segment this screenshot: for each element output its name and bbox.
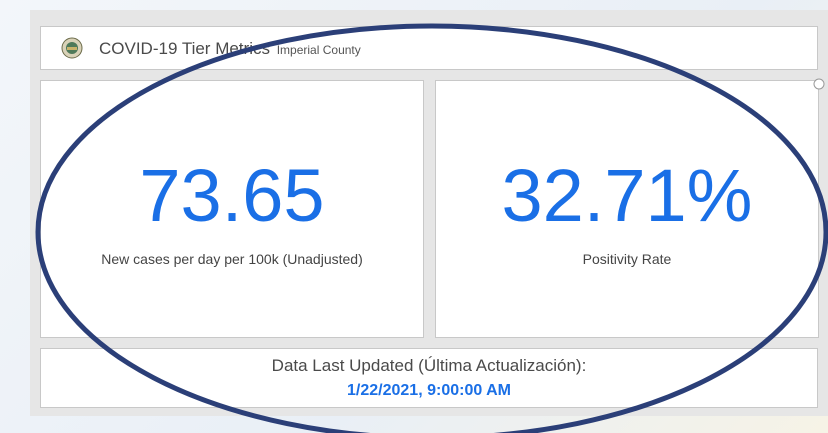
header-title: COVID-19 Tier Metrics Imperial County xyxy=(99,39,361,59)
footer-value: 1/22/2021, 9:00:00 AM xyxy=(347,382,511,399)
header: COVID-19 Tier Metrics Imperial County xyxy=(40,26,818,70)
title: COVID-19 Tier Metrics xyxy=(99,39,270,58)
footer: Data Last Updated (Última Actualización)… xyxy=(40,348,818,408)
indicator-label: New cases per day per 100k (Unadjusted) xyxy=(101,251,363,267)
footer-label: Data Last Updated (Última Actualización)… xyxy=(271,356,587,375)
county-seal xyxy=(61,37,83,59)
indicator-label: Positivity Rate xyxy=(582,251,672,267)
subtitle: Imperial County xyxy=(276,43,361,57)
expand-icon[interactable] xyxy=(813,78,825,90)
indicator-card: 32.71% Positivity Rate xyxy=(435,80,819,338)
indicator-value: 73.65 xyxy=(139,154,325,237)
indicator-value: 32.71% xyxy=(501,154,753,237)
highlight-ellipse xyxy=(35,23,828,433)
